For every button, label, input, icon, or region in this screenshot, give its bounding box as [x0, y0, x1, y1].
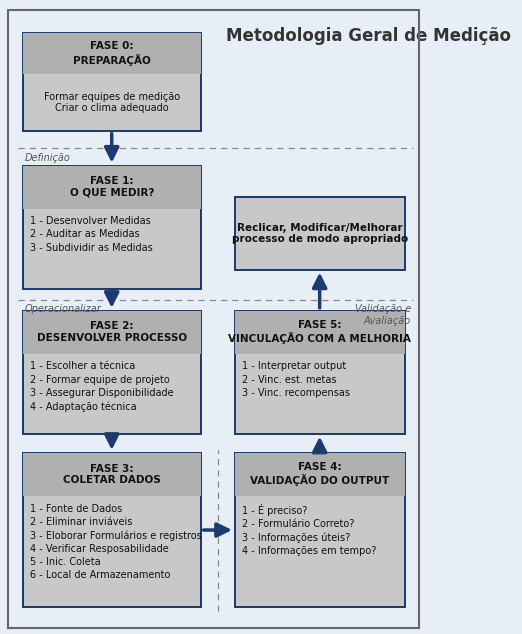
Text: 1 - Fonte de Dados
2 - Eliminar inviáveis
3 - Eloborar Formulários e registros
4: 1 - Fonte de Dados 2 - Eliminar inviávei… [30, 503, 202, 580]
Text: 1 - Desenvolver Medidas
2 - Auditar as Medidas
3 - Subdividir as Medidas: 1 - Desenvolver Medidas 2 - Auditar as M… [30, 216, 153, 252]
Text: Definição: Definição [25, 153, 70, 162]
Text: FASE 5:
VINCULAÇÃO COM A MELHORIA: FASE 5: VINCULAÇÃO COM A MELHORIA [228, 320, 411, 344]
Text: 1 - Escolher a técnica
2 - Formar equipe de projeto
3 - Assegurar Disponibilidad: 1 - Escolher a técnica 2 - Formar equipe… [30, 361, 174, 411]
FancyBboxPatch shape [22, 311, 201, 354]
Text: FASE 0:
PREPARAÇÃO: FASE 0: PREPARAÇÃO [73, 41, 151, 65]
Text: 1 - É preciso?
2 - Formulário Correto?
3 - Informações úteis?
4 - Informações em: 1 - É preciso? 2 - Formulário Correto? 3… [242, 503, 377, 556]
FancyBboxPatch shape [235, 453, 405, 496]
Text: Validação e
Avaliação: Validação e Avaliação [354, 304, 411, 326]
Text: 1 - Interpretar output
2 - Vinc. est. metas
3 - Vinc. recompensas: 1 - Interpretar output 2 - Vinc. est. me… [242, 361, 350, 398]
FancyBboxPatch shape [22, 453, 201, 496]
FancyBboxPatch shape [22, 165, 201, 209]
FancyBboxPatch shape [22, 311, 201, 434]
FancyBboxPatch shape [235, 311, 405, 434]
Text: FASE 1:
O QUE MEDIR?: FASE 1: O QUE MEDIR? [69, 176, 154, 198]
Text: FASE 3:
COLETAR DADOS: FASE 3: COLETAR DADOS [63, 463, 161, 485]
FancyBboxPatch shape [22, 33, 201, 131]
Text: Operacionalizar: Operacionalizar [25, 304, 101, 314]
Text: FASE 2:
DESENVOLVER PROCESSO: FASE 2: DESENVOLVER PROCESSO [37, 321, 187, 343]
FancyBboxPatch shape [235, 311, 405, 354]
FancyBboxPatch shape [22, 453, 201, 607]
FancyBboxPatch shape [22, 33, 201, 74]
Text: Reclicar, Modificar/Melhorar
processo de modo apropriado: Reclicar, Modificar/Melhorar processo de… [232, 223, 408, 244]
FancyBboxPatch shape [22, 165, 201, 288]
Text: FASE 4:
VALIDAÇÃO DO OUTPUT: FASE 4: VALIDAÇÃO DO OUTPUT [250, 462, 389, 486]
FancyBboxPatch shape [235, 197, 405, 269]
Text: Formar equipes de medição
Criar o clima adequado: Formar equipes de medição Criar o clima … [44, 92, 180, 113]
FancyBboxPatch shape [235, 453, 405, 607]
Text: Metodologia Geral de Medição: Metodologia Geral de Medição [227, 27, 512, 45]
